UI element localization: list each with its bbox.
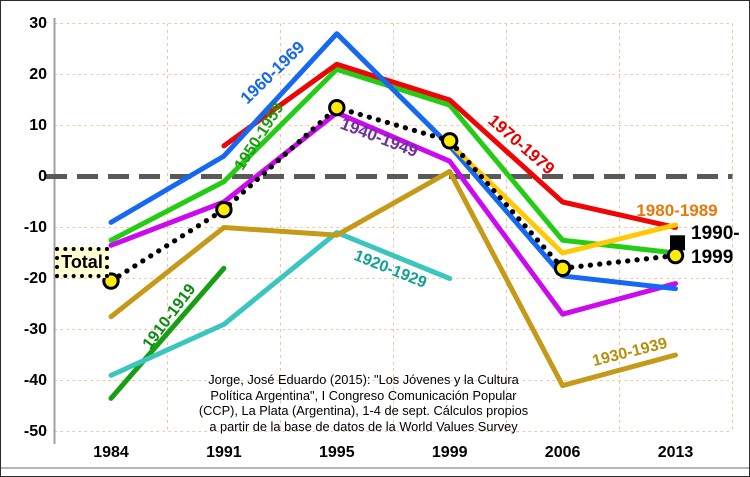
- total-point-marker: [553, 259, 572, 277]
- label-1990-line2: 1999: [691, 247, 734, 268]
- total-label-box: Total: [55, 247, 109, 278]
- source-note-line: (CCP), La Plata (Argentina), 1-4 de sept…: [198, 403, 529, 419]
- source-note-line: Jorge, José Eduardo (2015): "Los Jóvenes…: [208, 372, 519, 387]
- series-line-1940-1949: [108, 110, 678, 317]
- y-tick-label: -40: [23, 371, 47, 389]
- source-note-line: Política Argentina", I Congreso Comunica…: [210, 387, 517, 403]
- total-point-marker: [328, 98, 346, 117]
- series-line-1930-1939: [108, 168, 678, 389]
- series-line-Total: [108, 105, 679, 284]
- total-point-marker: [215, 200, 233, 219]
- series-line-1910-1919: [108, 265, 227, 401]
- series-line-1920-1929: [108, 230, 453, 378]
- x-tick-label: 2013: [657, 444, 694, 461]
- y-tick-label: -50: [23, 422, 47, 440]
- square-point-marker: [670, 235, 685, 251]
- y-tick-label: -30: [23, 320, 47, 338]
- source-note: Jorge, José Eduardo (2015): "Los Jóvenes…: [176, 372, 551, 435]
- y-tick-label: -10: [23, 218, 47, 236]
- x-tick-label: 1995: [319, 444, 355, 461]
- bottom-rule: [1, 467, 749, 469]
- label-1990-1999: 1990- 1999: [691, 222, 740, 270]
- total-point-marker: [441, 132, 459, 150]
- total-point-marker: [666, 246, 685, 265]
- series-label-1980-1989: 1980-1989: [636, 201, 718, 220]
- series-line-1960-1969: [108, 31, 678, 292]
- x-tick-label: 2006: [544, 444, 581, 461]
- source-note-line: a partir de la base de datos de la World…: [209, 419, 518, 435]
- y-tick-label: 20: [29, 65, 47, 83]
- x-tick-label: 1991: [206, 444, 242, 461]
- y-tick-label: 10: [29, 116, 47, 134]
- x-tick-label: 1984: [93, 444, 129, 461]
- x-tick-label: 1999: [431, 444, 468, 461]
- total-label: Total: [61, 252, 103, 272]
- series-line-1980-1989: [447, 140, 678, 256]
- y-tick-label: -20: [23, 269, 47, 287]
- series-line-1970-1979: [221, 61, 678, 230]
- y-tick-label: 0: [38, 167, 47, 185]
- label-1990-line1: 1990-: [691, 223, 740, 244]
- y-tick-label: 30: [29, 14, 47, 32]
